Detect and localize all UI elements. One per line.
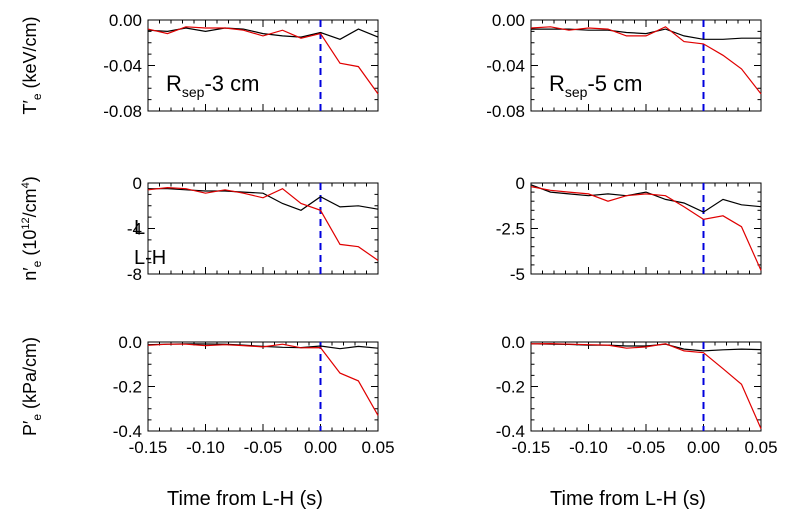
y-tick-label: 0.0 [118,333,142,352]
legend-entry-l: L [134,217,145,239]
panel-2-0: -0.15 -0.10 -0.05 0.00 0.05 0.0 -0.2 -0.4 P′e (k… [20,333,395,457]
y-tick-label: -8 [127,265,142,284]
y-tick-label: 0.00 [492,11,525,30]
y-tick-label: -0.4 [496,422,525,441]
y-axis-label: n′e (1012/cm4) [20,176,44,280]
series-line-l-h [147,186,379,261]
y-tick-label: -2.5 [496,220,525,239]
series-line-l-h [147,26,379,95]
x-tick-label: -0.05 [244,438,283,457]
y-tick-label: -5 [510,265,525,284]
y-tick-label: -0.08 [486,102,525,121]
y-tick-label: -0.4 [113,422,142,441]
series-line-l-h [147,343,379,416]
y-tick-label: -0.2 [113,378,142,397]
panel-1-1: 0 -2.5 -5 [496,174,762,284]
y-tick-label: -0.04 [103,57,142,76]
x-axis-label-right: Time from L-H (s) [550,488,706,510]
series-line-l [148,188,379,211]
x-tick-label: -0.05 [627,438,666,457]
plot-frame [147,341,379,432]
x-tick-label: -0.10 [569,438,608,457]
plot-frame [147,182,379,275]
x-tick-label: 0.00 [687,438,720,457]
series-line-l [147,27,379,40]
series-line-l-h [530,186,762,271]
y-tick-label: -0.08 [103,102,142,121]
x-axis-label-left: Time from L-H (s) [167,488,323,510]
y-tick-label: 0.0 [501,333,525,352]
panel-1-0: 0 -4 -8 n′e (1012/cm4) [20,174,379,284]
y-tick-label: -0.04 [486,57,525,76]
plot-frame [530,182,762,275]
panel-2-1: -0.15 -0.10 -0.05 0.00 0.05 0.0 -0.2 -0.4 [496,333,778,457]
x-tick-label: 0.00 [304,438,337,457]
panel-0-0: 0.00 -0.04 -0.08 Rsep-3 cm T′e (keV/cm) [20,11,379,121]
y-tick-label: -4 [127,220,142,239]
series-line-l [530,184,762,213]
panel-annotation: Rsep-5 cm [549,71,642,100]
y-tick-label: 0 [133,174,142,193]
panel-annotation: Rsep-3 cm [166,71,259,100]
legend-entry-l-h: L-H [134,247,166,269]
y-axis-label: T′e (keV/cm) [20,16,44,114]
series-line-l [531,28,761,40]
y-tick-label: 0 [516,174,525,193]
x-tick-label: -0.10 [186,438,225,457]
y-tick-label: -0.2 [496,378,525,397]
series-line-l-h [530,342,762,430]
y-axis-label: P′e (kPa/cm) [20,337,44,436]
panel-0-1: 0.00 -0.04 -0.08 Rsep-5 cm [486,11,762,121]
x-tick-label: 0.05 [744,438,777,457]
x-tick-label: -0.15 [512,438,551,457]
plot-frame [530,341,762,432]
x-tick-label: 0.05 [361,438,394,457]
x-tick-label: -0.15 [129,438,168,457]
series-line-l-h [530,26,762,95]
y-tick-label: 0.00 [109,11,142,30]
